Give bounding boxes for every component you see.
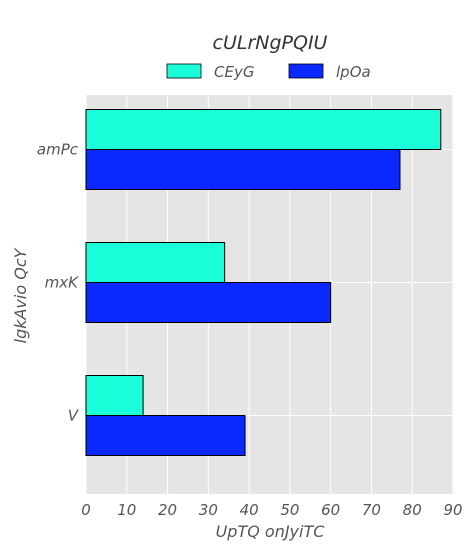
- bar-ceyg-v: [85, 375, 144, 416]
- x-tick-label: 20: [158, 501, 177, 519]
- legend-swatch-lpoa: [288, 63, 324, 79]
- legend-label-ceyg: CEyG: [214, 63, 254, 81]
- x-tick-label: 10: [117, 501, 136, 519]
- x-tick-label: 90: [443, 501, 462, 519]
- bar-lpoa-ampc: [85, 149, 401, 190]
- y-tick-label: mxK: [45, 274, 79, 292]
- bars: [85, 109, 442, 456]
- y-tick-label: V: [68, 407, 80, 425]
- x-tick-label: 50: [280, 501, 299, 519]
- legend: CEyG lpOa: [166, 63, 371, 81]
- y-axis-label: lgkAvio QcY: [11, 247, 30, 343]
- legend-swatch-ceyg: [166, 63, 202, 79]
- x-tick-label: 0: [81, 501, 91, 519]
- chart-title: cULrNgPQIU: [213, 32, 328, 54]
- y-tick-label: amPc: [37, 141, 79, 159]
- x-tick-labels: 0 10 20 30 40 50 60 70 80 90: [81, 501, 462, 519]
- legend-label-lpoa: lpOa: [336, 63, 371, 81]
- bar-lpoa-mxk: [85, 282, 332, 323]
- x-tick-label: 40: [240, 501, 259, 519]
- x-tick-label: 30: [199, 501, 218, 519]
- bar-ceyg-mxk: [85, 242, 226, 283]
- bar-lpoa-v: [85, 415, 246, 456]
- x-tick-label: 60: [321, 501, 340, 519]
- x-axis-label: UpTQ onJyiTC: [216, 522, 326, 541]
- y-tick-labels: amPc mxK V: [37, 141, 80, 425]
- x-tick-label: 70: [362, 501, 381, 519]
- bar-ceyg-ampc: [85, 109, 442, 150]
- x-tick-label: 80: [403, 501, 422, 519]
